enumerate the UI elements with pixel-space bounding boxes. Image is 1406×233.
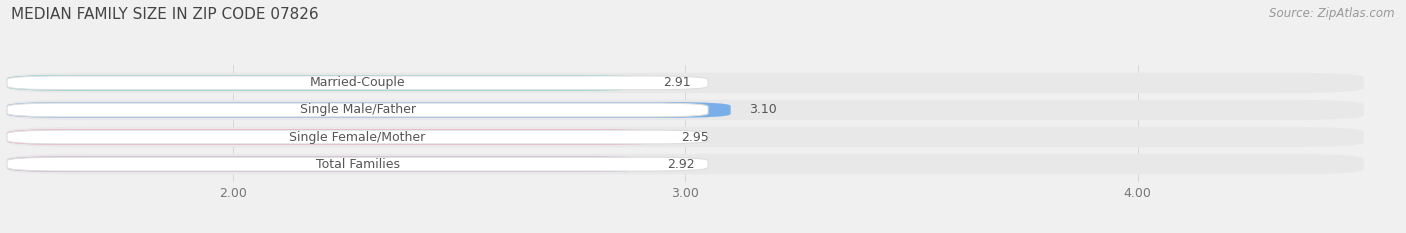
FancyBboxPatch shape (7, 130, 709, 144)
FancyBboxPatch shape (7, 157, 709, 171)
Text: 2.92: 2.92 (668, 158, 695, 171)
Text: Single Male/Father: Single Male/Father (299, 103, 416, 116)
FancyBboxPatch shape (7, 100, 1364, 120)
Text: Total Families: Total Families (315, 158, 399, 171)
FancyBboxPatch shape (7, 129, 662, 145)
Text: 2.91: 2.91 (662, 76, 690, 89)
FancyBboxPatch shape (7, 75, 645, 91)
FancyBboxPatch shape (7, 127, 1364, 147)
Text: 2.95: 2.95 (681, 130, 709, 144)
FancyBboxPatch shape (7, 154, 1364, 174)
FancyBboxPatch shape (7, 102, 731, 118)
Text: Single Female/Mother: Single Female/Mother (290, 130, 426, 144)
FancyBboxPatch shape (7, 76, 709, 90)
FancyBboxPatch shape (7, 73, 1364, 93)
Text: MEDIAN FAMILY SIZE IN ZIP CODE 07826: MEDIAN FAMILY SIZE IN ZIP CODE 07826 (11, 7, 319, 22)
Text: Married-Couple: Married-Couple (309, 76, 405, 89)
FancyBboxPatch shape (7, 103, 709, 117)
FancyBboxPatch shape (7, 156, 650, 172)
Text: 3.10: 3.10 (749, 103, 776, 116)
Text: Source: ZipAtlas.com: Source: ZipAtlas.com (1270, 7, 1395, 20)
